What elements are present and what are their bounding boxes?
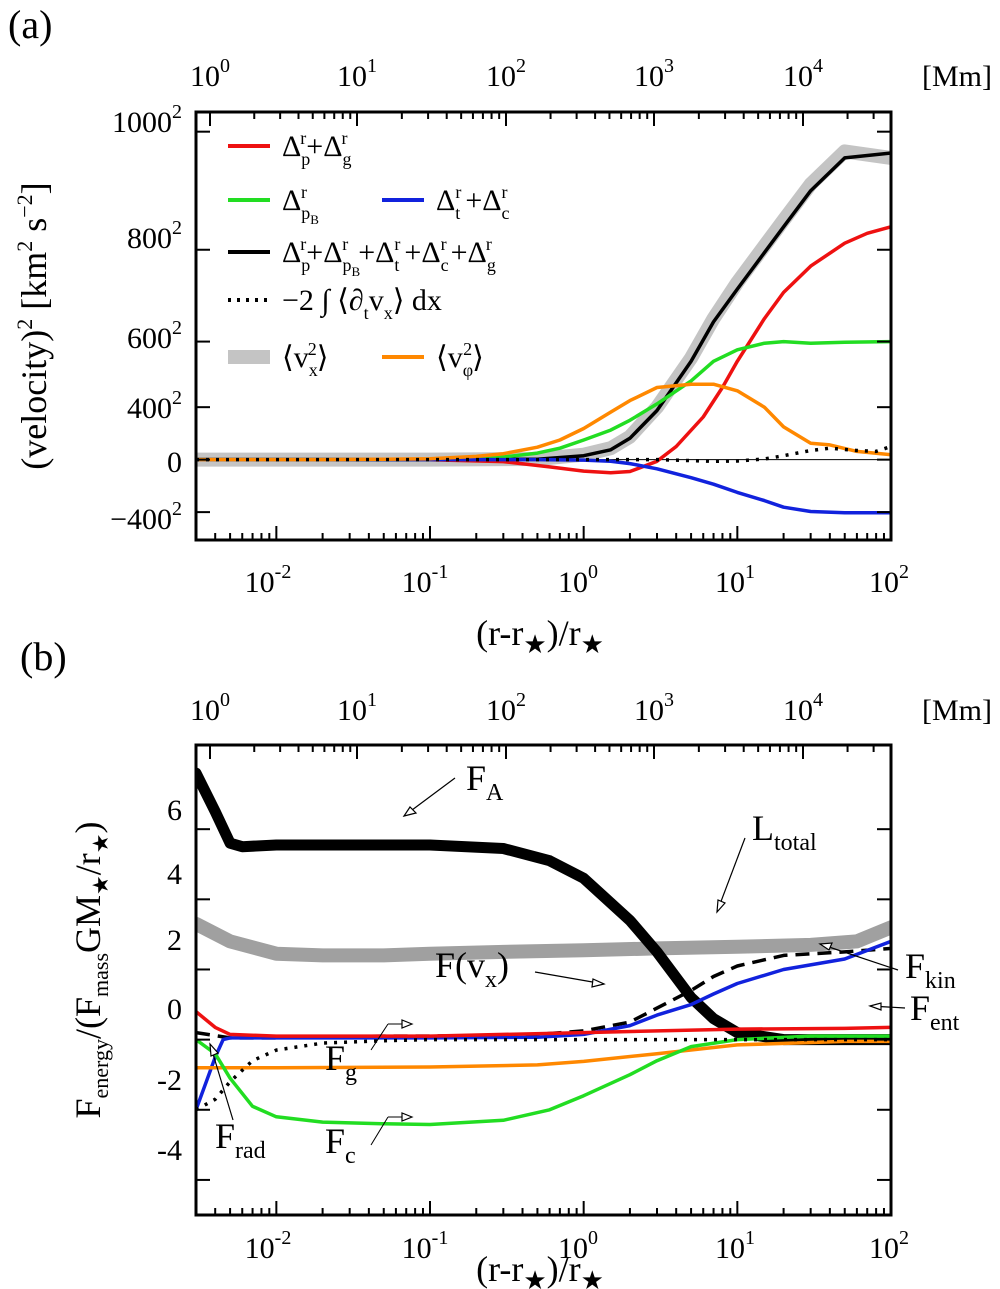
frad-arrow-head (209, 1042, 220, 1057)
series-line-b-5 (196, 1039, 891, 1070)
panel-a-top-axis: 100 101 102 103 104 [Mm] (190, 55, 992, 93)
fkin-arrow-head (818, 942, 833, 951)
ltotal-arrow (716, 837, 746, 913)
series-line-b-3 (196, 939, 891, 1112)
frad-label: Frad (215, 1116, 266, 1164)
y-tick-label: −4002 (110, 498, 182, 536)
panel-b-y-axis-label: Fenergy/(FmassGM★/r★) (68, 822, 113, 1119)
y-tick-label: 6002 (127, 317, 182, 355)
top-tick-label: 102 (486, 689, 526, 727)
y-tick-label: 6 (167, 794, 182, 827)
y-tick-label: 8002 (127, 217, 182, 255)
series-line-a-2 (196, 225, 891, 475)
legend-label-green: ΔpBr (282, 182, 319, 227)
fkin-label: Fkin (905, 946, 956, 994)
panel-a-x-axis-label: (r-r★)/r★ (476, 613, 604, 659)
panel-a-y-axis-label: (velocity)2 [km2 s−2] (12, 182, 54, 469)
panel-a-x-tick-labels: 10-2 10-1 100 101 102 (245, 561, 909, 599)
panel-b-top-axis: 100 101 102 103 104 [Mm] (190, 689, 992, 727)
series-line-b-4 (196, 1009, 891, 1038)
x-tick-label: 10-2 (245, 561, 292, 599)
x-tick-label: 102 (869, 561, 909, 599)
y-tick-label: 4 (167, 858, 182, 891)
series-line-a-4 (196, 457, 891, 515)
x-tick-label: 10-1 (402, 1227, 449, 1265)
panel-a-frame (194, 110, 893, 542)
fg-label: Fg (325, 1038, 357, 1086)
panel-b-annotation-labels: FA Ltotal F(vx) Fkin Fent Fg Fc Frad (215, 758, 960, 1169)
panel-a-legend: Δpr+Δgr ΔpBr Δtr +Δcr Δpr+ΔpBr +Δtr +Δcr +Δg… (228, 128, 510, 380)
panel-b-ticks (195, 745, 892, 1215)
fc-arrow (370, 1116, 389, 1146)
legend-label-orange: ⟨vφ2⟩ (436, 339, 484, 380)
top-tick-label: 104 (783, 55, 823, 93)
panel-a-ticks (195, 112, 892, 540)
top-tick-label: 103 (634, 55, 674, 93)
top-tick-label: 101 (337, 689, 377, 727)
series-line-b-1 (196, 767, 891, 1046)
series-line-b-7 (196, 1037, 891, 1112)
top-tick-label: 102 (486, 55, 526, 93)
fent-arrow-head (868, 1002, 882, 1011)
fent-label: Fent (910, 988, 960, 1036)
panel-b-annotations (209, 777, 906, 1146)
series-line-b-6 (196, 1034, 891, 1127)
panel-b-series (196, 767, 891, 1127)
panel-b-frame (194, 743, 893, 1217)
top-tick-label: 101 (337, 55, 377, 93)
series-line-a-5 (196, 382, 891, 462)
panel-a-y-tick-labels: 10002 8002 6002 4002 0 −4002 (110, 101, 182, 536)
panel-a: 100 101 102 103 104 [Mm] 10002 8002 6002… (12, 55, 992, 659)
y-tick-label: 10002 (112, 101, 182, 139)
top-unit-label: [Mm] (922, 694, 992, 727)
fc-label: Fc (325, 1121, 356, 1169)
y-tick-label: -4 (157, 1134, 182, 1167)
y-tick-label: 0 (167, 446, 182, 479)
ltotal-label: Ltotal (752, 808, 817, 856)
fvx-label: F(vx) (435, 945, 509, 993)
series-line-b-2 (196, 946, 891, 1040)
top-tick-label: 100 (190, 55, 230, 93)
fc-arrow-head (401, 1112, 414, 1122)
fg-arrow (370, 1023, 389, 1051)
legend-label-gray: ⟨vx2⟩ (282, 339, 328, 380)
panel-b-x-tick-labels: 10-2 10-1 100 101 102 (245, 1227, 909, 1265)
legend-label-red: Δpr+Δgr (282, 128, 352, 169)
fg-arrow-head (401, 1019, 414, 1029)
panel-b-label: (b) (20, 634, 67, 679)
fvx-arrow-head (591, 978, 606, 988)
panel-a-label: (a) (8, 2, 52, 47)
ltotal-arrow-head (716, 899, 727, 914)
x-tick-label: 100 (558, 1227, 598, 1265)
x-tick-label: 101 (715, 561, 755, 599)
legend-label-black: Δpr+ΔpBr +Δtr +Δcr +Δgr (282, 234, 496, 279)
panel-a-series (196, 144, 891, 515)
top-tick-label: 103 (634, 689, 674, 727)
panel-b: 100 101 102 103 104 [Mm] 6 4 2 0 -2 -4 F… (68, 689, 992, 1289)
frad-arrow (209, 1043, 234, 1121)
y-tick-label: 4002 (127, 387, 182, 425)
fkin-arrow (819, 943, 899, 971)
y-tick-label: 0 (167, 993, 182, 1026)
x-tick-label: 10-2 (245, 1227, 292, 1265)
fa-label: FA (466, 758, 504, 806)
x-tick-label: 10-1 (402, 561, 449, 599)
x-tick-label: 100 (558, 561, 598, 599)
x-tick-label: 101 (715, 1227, 755, 1265)
y-tick-label: 2 (167, 924, 182, 957)
panel-b-y-tick-labels: 6 4 2 0 -2 -4 (157, 794, 182, 1167)
top-tick-label: 104 (783, 689, 823, 727)
y-tick-label: -2 (157, 1064, 182, 1097)
series-line-b-0 (196, 916, 891, 963)
legend-label-blue: Δtr +Δcr (436, 182, 510, 223)
top-tick-label: 100 (190, 689, 230, 727)
panel-b-x-axis-label: (r-r★)/r★ (476, 1249, 604, 1289)
top-unit-label: [Mm] (922, 60, 992, 93)
fa-arrow-head (402, 806, 418, 817)
legend-label-dotted: −2 ∫ ⟨∂tvx⟩ dx (282, 284, 442, 323)
x-tick-label: 102 (869, 1227, 909, 1265)
